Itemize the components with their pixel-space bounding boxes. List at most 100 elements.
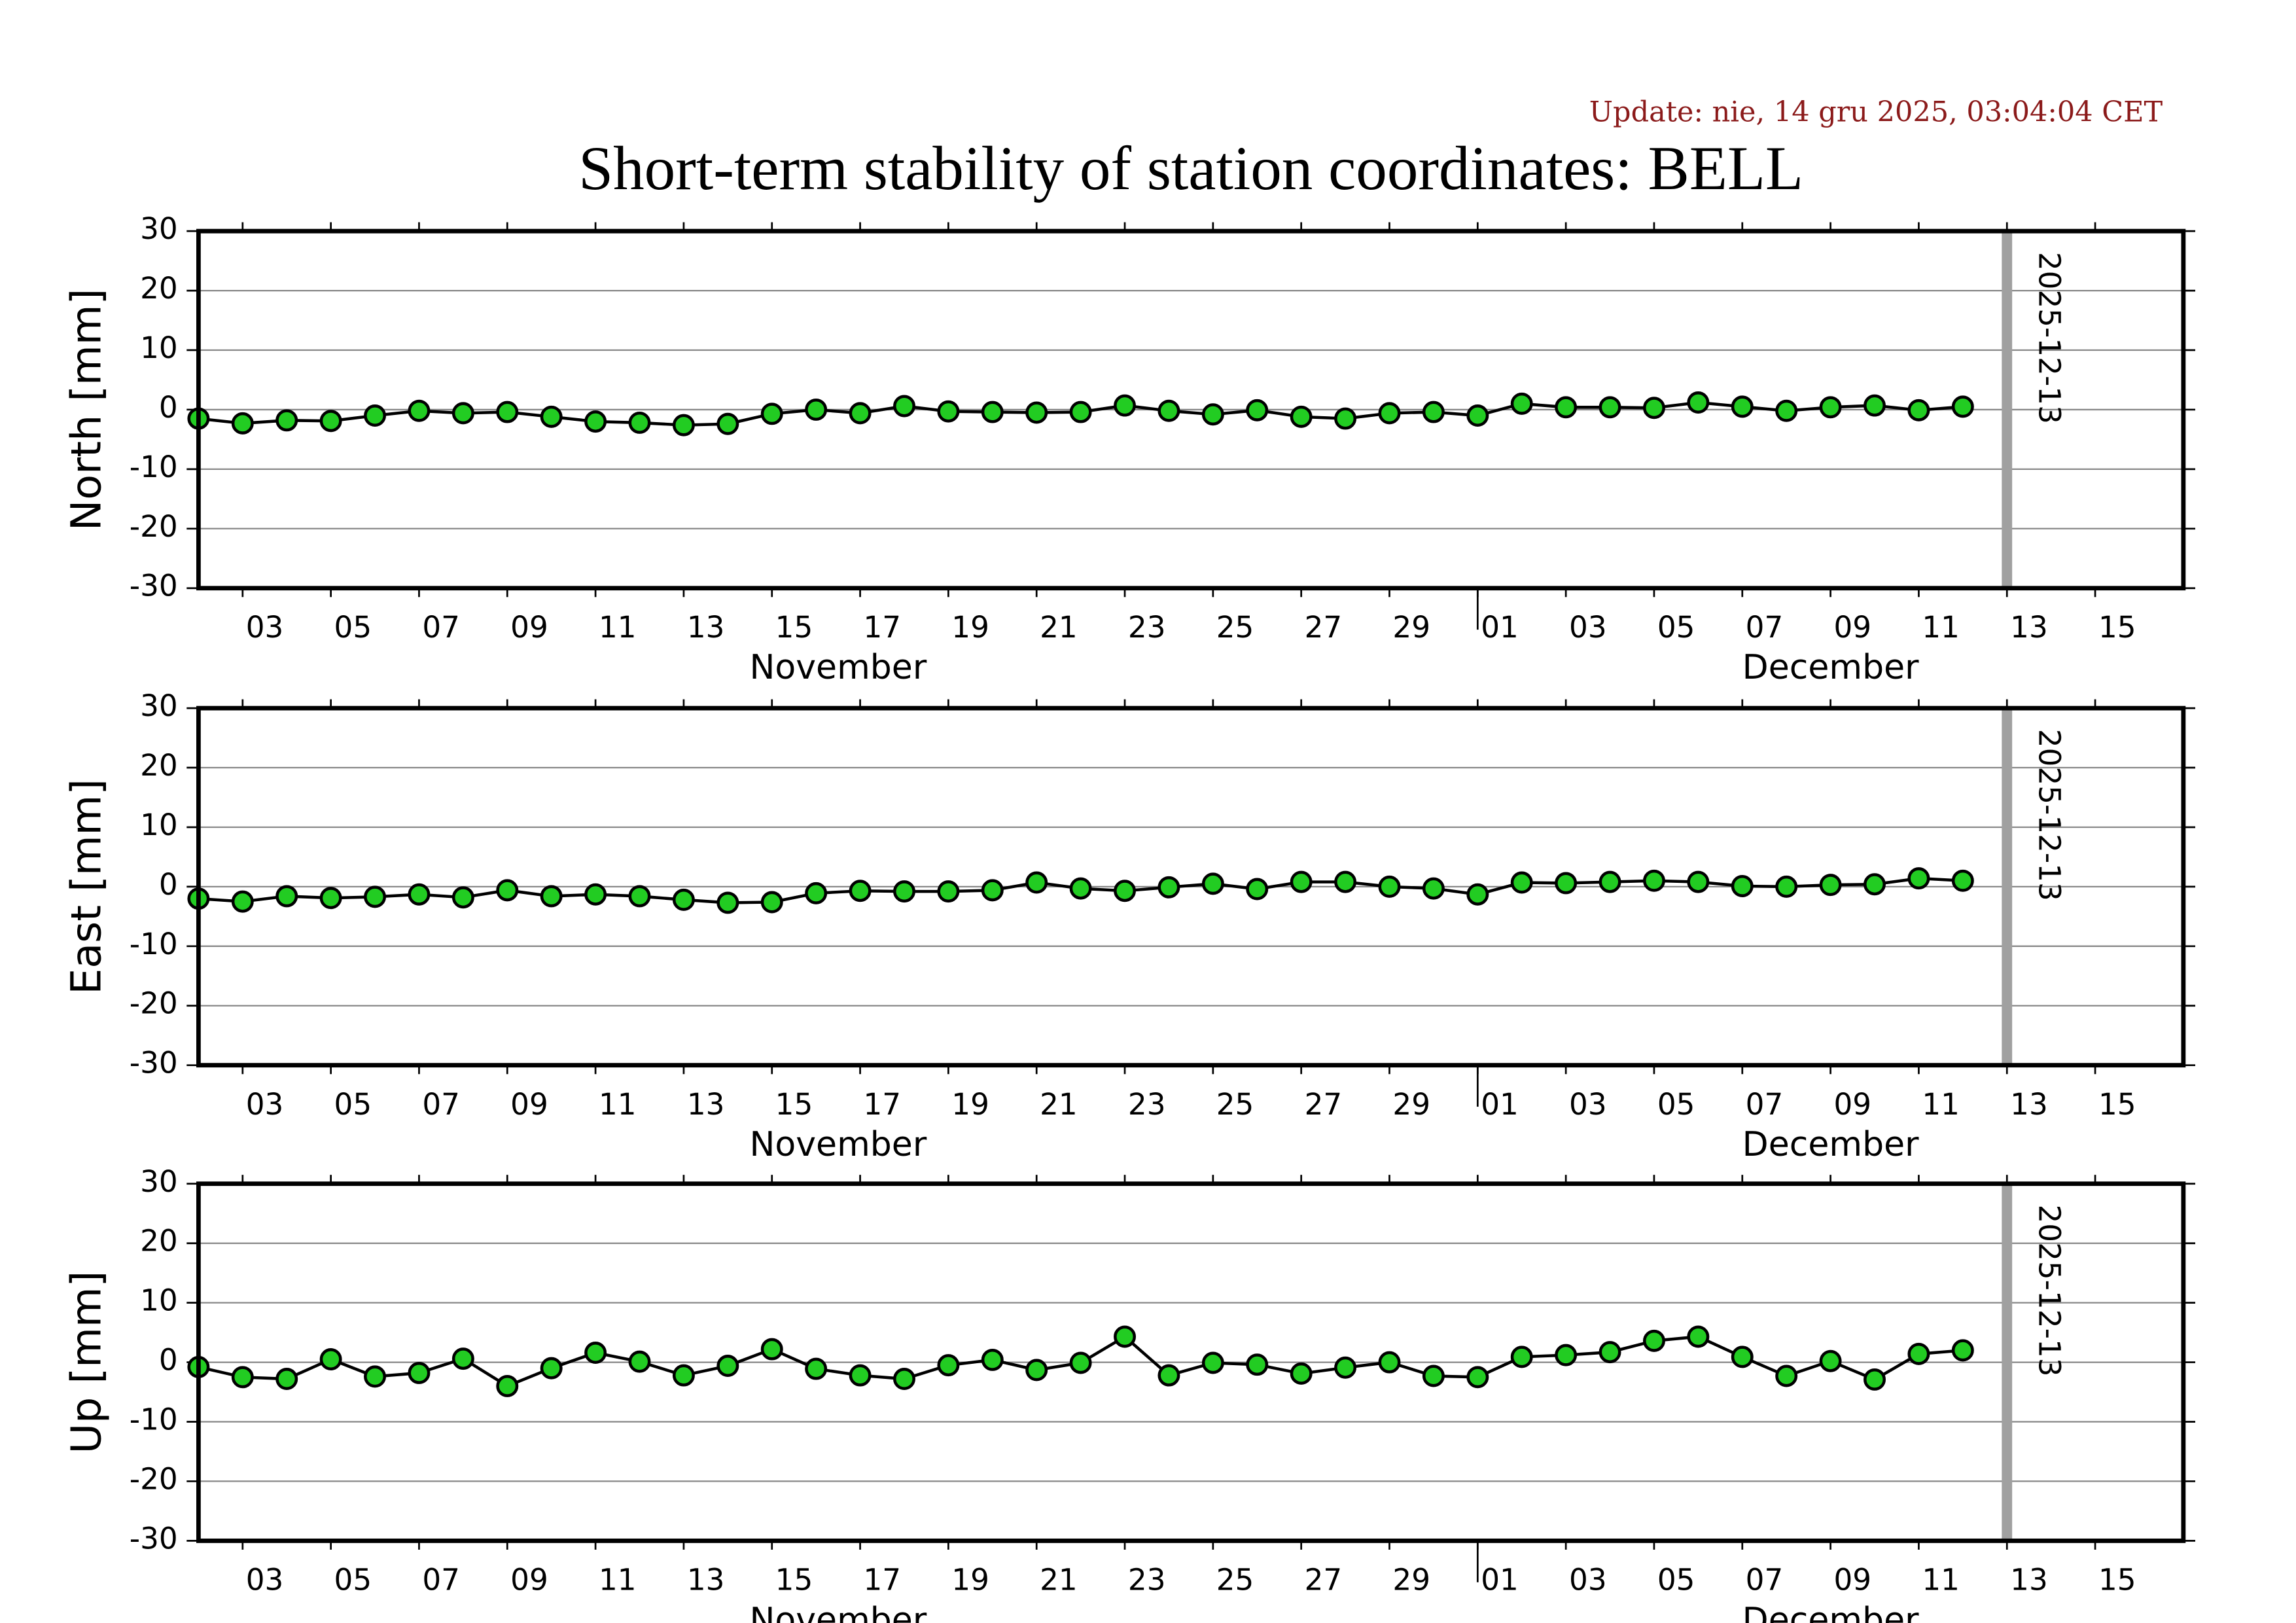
y-tick-label: 0	[159, 867, 178, 902]
x-tick-label: 17	[863, 1563, 901, 1597]
data-point	[319, 410, 342, 433]
y-tick-label: 0	[159, 1343, 178, 1378]
month-label: November	[749, 648, 927, 687]
data-point	[981, 879, 1004, 902]
y-tick-label: -10	[130, 450, 178, 484]
x-tick-label: 11	[599, 1087, 637, 1122]
data-point	[584, 1342, 607, 1364]
data-point	[1114, 1325, 1137, 1348]
x-tick-label: 11	[1922, 610, 1960, 645]
data-point	[892, 1368, 915, 1391]
data-point	[1378, 402, 1401, 425]
data-point	[1687, 870, 1710, 893]
x-tick-label: 23	[1128, 1563, 1166, 1597]
data-point	[1510, 392, 1533, 415]
x-tick-label: 05	[1657, 1563, 1695, 1597]
x-tick-label: 05	[334, 610, 372, 645]
x-tick-label: 27	[1305, 1087, 1343, 1122]
date-marker-label: 2025-12-13	[2032, 729, 2066, 901]
data-point	[1819, 874, 1842, 897]
x-tick-label: 13	[2010, 1563, 2048, 1597]
x-tick-label: 09	[510, 1087, 548, 1122]
data-point	[1114, 394, 1137, 417]
update-text: Update: nie, 14 gru 2025, 03:04:04 CET	[1589, 96, 2163, 128]
x-tick-label: 11	[1922, 1087, 1960, 1122]
data-point	[1466, 404, 1489, 427]
data-point	[1334, 1356, 1357, 1379]
data-point	[1775, 875, 1798, 898]
y-tick-label: 10	[140, 330, 178, 365]
x-tick-label: 29	[1392, 1563, 1430, 1597]
x-tick-label: 21	[1040, 610, 1078, 645]
y-tick-label: -10	[130, 1402, 178, 1436]
x-tick-label: 13	[687, 1087, 725, 1122]
data-point	[1290, 870, 1313, 893]
data-point	[540, 1357, 563, 1380]
x-tick-label: 21	[1040, 1087, 1078, 1122]
data-point	[1907, 1342, 1930, 1365]
data-point	[451, 886, 474, 909]
y-tick-label: 0	[159, 390, 178, 425]
x-tick-label: 19	[951, 1087, 989, 1122]
data-point	[1201, 403, 1224, 426]
x-tick-label: 15	[2098, 1087, 2136, 1122]
y-tick-label: 20	[140, 271, 178, 306]
y-tick-label: -20	[130, 509, 178, 544]
data-point	[275, 409, 298, 432]
x-tick-label: 05	[1657, 610, 1695, 645]
data-point	[231, 1366, 254, 1389]
x-tick-label: 03	[1569, 1563, 1607, 1597]
x-tick-label: 09	[510, 610, 548, 645]
data-point	[1114, 880, 1137, 902]
chart-title: Short-term stability of station coordina…	[578, 134, 1803, 203]
x-tick-label: 27	[1305, 610, 1343, 645]
x-tick-label: 03	[246, 1087, 284, 1122]
y-tick-label: 30	[140, 688, 178, 723]
x-tick-label: 25	[1216, 610, 1254, 645]
x-tick-label: 09	[1834, 1087, 1872, 1122]
x-tick-label: 19	[951, 610, 989, 645]
y-tick-label: 10	[140, 1283, 178, 1318]
y-tick-label: -30	[130, 569, 178, 603]
x-tick-label: 01	[1481, 610, 1519, 645]
data-point	[1951, 395, 1974, 418]
y-tick-label: -30	[130, 1046, 178, 1080]
x-tick-label: 17	[863, 1087, 901, 1122]
y-tick-label: -20	[130, 986, 178, 1021]
data-point	[805, 1357, 828, 1380]
x-tick-label: 11	[1922, 1563, 1960, 1597]
data-point	[1378, 875, 1401, 898]
data-point	[319, 1348, 342, 1371]
data-point	[716, 412, 739, 435]
data-point	[451, 402, 474, 425]
data-point	[364, 1365, 387, 1388]
data-point	[1731, 875, 1754, 897]
data-point	[805, 882, 828, 904]
data-point	[1687, 391, 1710, 414]
data-point	[1422, 877, 1445, 900]
data-point	[584, 883, 607, 906]
data-point	[1642, 397, 1665, 419]
date-marker-label: 2025-12-13	[2032, 1204, 2066, 1376]
data-point	[672, 1364, 695, 1387]
month-label: December	[1742, 648, 1919, 687]
data-point	[1025, 1359, 1048, 1382]
data-point	[364, 404, 387, 427]
x-tick-label: 05	[334, 1087, 372, 1122]
x-tick-label: 03	[246, 610, 284, 645]
data-point	[1510, 1346, 1533, 1368]
data-point	[672, 414, 695, 437]
x-tick-label: 15	[775, 1087, 813, 1122]
y-tick-label: 20	[140, 1224, 178, 1258]
month-label: November	[749, 1125, 927, 1164]
x-tick-label: 13	[687, 1563, 725, 1597]
data-point	[892, 880, 915, 903]
data-point	[1246, 399, 1269, 421]
data-point	[1863, 873, 1886, 896]
data-point	[1555, 396, 1578, 419]
x-tick-label: 11	[599, 1563, 637, 1597]
data-point	[1422, 1364, 1445, 1387]
x-tick-label: 27	[1305, 1563, 1343, 1597]
data-point	[231, 890, 254, 913]
data-point	[1863, 1368, 1886, 1391]
